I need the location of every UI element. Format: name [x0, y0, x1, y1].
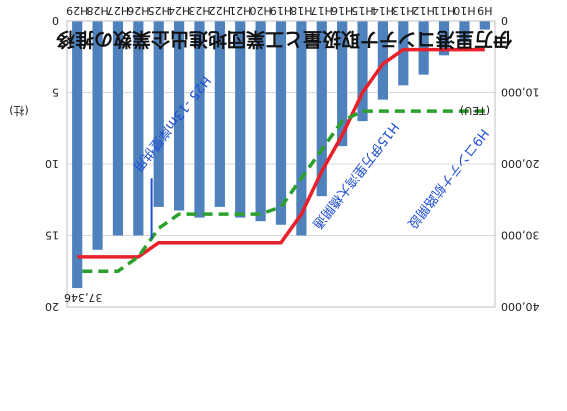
- bar-h25: [153, 21, 164, 207]
- right-axis-unit: (社): [9, 104, 29, 118]
- x-tick-label: H22: [209, 4, 231, 17]
- x-tick-label: H17: [311, 4, 333, 17]
- bar-h15: [357, 21, 368, 122]
- x-tick-label: H21: [229, 4, 251, 17]
- x-tick-label: H29: [66, 4, 88, 17]
- x-tick-label: H16: [331, 4, 353, 17]
- x-tick-label: H12: [413, 4, 435, 17]
- left-axis-tick-label: 10,000: [501, 86, 540, 99]
- left-axis-tick-label: 20,000: [501, 157, 540, 170]
- x-tick-label: H20: [249, 4, 271, 17]
- left-axis-tick-label: 30,000: [501, 229, 540, 242]
- left-axis-tick-label: 0: [501, 14, 508, 27]
- bar-h14: [377, 21, 388, 100]
- bar-h17: [316, 21, 327, 197]
- x-tick-label: H26: [127, 4, 149, 17]
- left-axis-tick-label: 40,000: [501, 300, 540, 313]
- bar-h12: [418, 21, 429, 75]
- x-tick-label: H27: [107, 4, 129, 17]
- bar-h29: [72, 21, 83, 289]
- x-tick-label: H18: [290, 4, 312, 17]
- right-axis-tick-label: 0: [52, 14, 59, 27]
- bar-h18: [296, 21, 307, 236]
- x-tick-label: H14: [372, 4, 394, 17]
- bar-h27: [112, 21, 124, 236]
- bar-series: [72, 21, 490, 289]
- bar-h10: [459, 21, 470, 43]
- chart-title: 伊万里港コンテナ取扱量と工業団地進出企業数の推移: [56, 28, 513, 51]
- dashed-line-series: [77, 109, 485, 273]
- right-axis-tick-label: 20: [45, 300, 59, 313]
- bar-h13: [398, 21, 409, 86]
- axes: H9H10H11H12H13H14H15H16H17H18H19H20H21H2…: [45, 4, 540, 313]
- x-tick-label: H28: [86, 4, 108, 17]
- x-tick-label: H11: [433, 4, 455, 17]
- bar-h24: [174, 21, 185, 211]
- bar-h9: [479, 21, 490, 30]
- left-axis-unit: (TEU): [460, 104, 490, 117]
- bar-h23: [194, 21, 205, 218]
- x-tick-label: H25: [148, 4, 170, 17]
- bar-h21: [235, 21, 246, 218]
- right-axis-tick-label: 10: [45, 157, 59, 170]
- line-series: [77, 47, 485, 273]
- right-axis-tick-label: 5: [52, 86, 59, 99]
- bar-h19: [275, 21, 287, 225]
- x-tick-label: H9: [477, 4, 492, 17]
- x-tick-label: H15: [351, 4, 373, 17]
- solid-line-series: [77, 47, 485, 259]
- bar-h28: [92, 21, 103, 250]
- x-tick-label: H10: [453, 4, 475, 17]
- bar-h26: [133, 21, 144, 236]
- x-tick-label: H23: [188, 4, 210, 17]
- x-tick-label: H19: [270, 4, 292, 17]
- x-tick-label: H24: [168, 4, 190, 17]
- bar-h16: [337, 21, 348, 147]
- bar-h11: [438, 21, 450, 56]
- x-tick-label: H13: [392, 4, 414, 17]
- bar-h22: [214, 21, 225, 207]
- bar-h20: [255, 21, 266, 222]
- right-axis-tick-label: 15: [45, 229, 59, 242]
- plot-border: [66, 20, 496, 308]
- bar-data-label: 37,346: [64, 291, 103, 304]
